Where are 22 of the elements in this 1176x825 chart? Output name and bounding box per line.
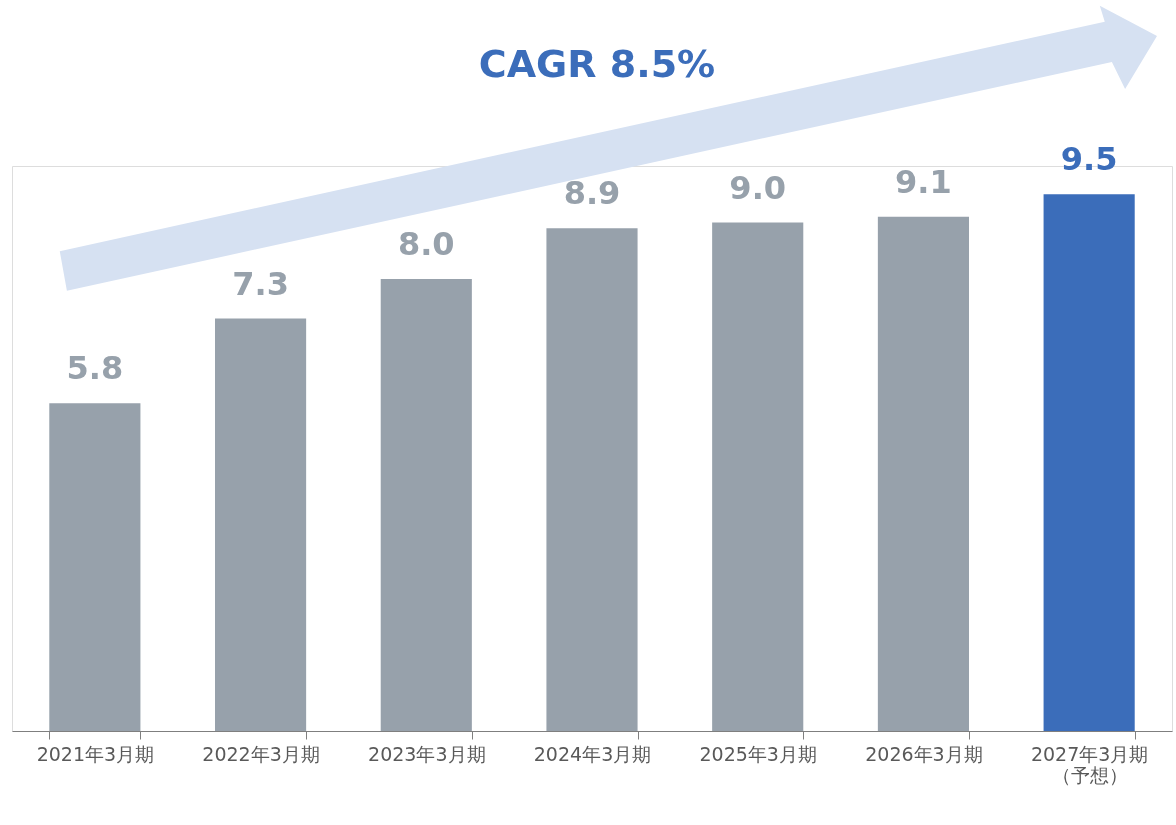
bar [215, 318, 307, 731]
bar [877, 216, 969, 731]
data-label: 9.5 [1060, 140, 1118, 179]
x-tick-label: 2022年3月期 [202, 742, 320, 765]
x-tick-label: 2026年3月期 [865, 742, 983, 765]
x-tick-label: 2021年3月期 [36, 742, 155, 765]
x-tick-label: 2027年3月期（予想） [1030, 742, 1149, 786]
data-label: 9.0 [729, 168, 787, 207]
data-label: 5.8 [66, 349, 124, 388]
data-label: 8.0 [397, 225, 455, 263]
bar [380, 279, 472, 731]
bar [546, 228, 638, 731]
x-tick-label: 2024年3月期 [533, 742, 652, 765]
bar [712, 222, 804, 731]
bar [49, 403, 141, 731]
x-tick-label: 2025年3月期 [699, 742, 817, 765]
data-label: 9.1 [895, 162, 952, 201]
text: CAGR 8.5% [478, 42, 716, 86]
data-label: 8.9 [563, 174, 621, 213]
bar [1043, 194, 1135, 731]
x-tick-label: 2023年3月期 [368, 742, 486, 765]
data-label: 7.3 [232, 264, 289, 303]
